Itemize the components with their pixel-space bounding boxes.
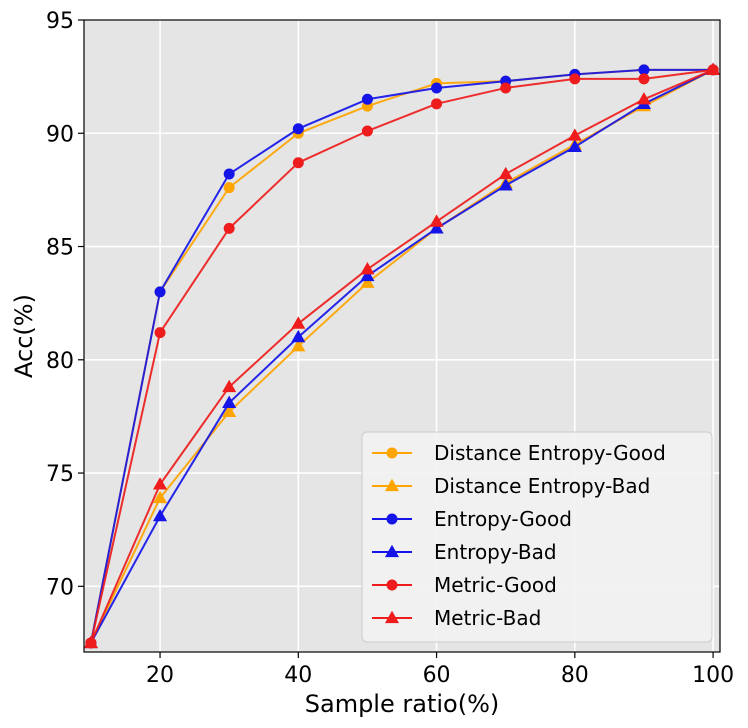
legend-entry: Distance Entropy-Bad — [372, 474, 650, 498]
legend-marker — [384, 610, 400, 624]
y-tick-label: 85 — [46, 236, 74, 261]
legend-marker — [384, 544, 400, 558]
data-point — [223, 182, 235, 194]
legend-marker — [386, 579, 398, 591]
data-point — [154, 327, 166, 339]
ticks: 20 40 60 80 100 70 75 80 85 90 95 — [46, 9, 734, 688]
legend-label: Entropy-Good — [434, 507, 572, 531]
series-layer — [83, 62, 721, 649]
data-point — [291, 338, 306, 352]
legend-marker — [386, 513, 398, 525]
y-tick-label: 75 — [46, 462, 74, 487]
legend-label: Metric-Bad — [434, 606, 541, 630]
x-tick-label: 60 — [423, 663, 451, 688]
data-point — [83, 635, 98, 649]
data-point — [638, 64, 650, 76]
data-point — [361, 93, 373, 105]
plot-frame — [83, 19, 721, 653]
data-point — [361, 125, 373, 137]
data-point — [567, 128, 582, 141]
data-point — [636, 92, 652, 105]
series-line — [89, 68, 714, 644]
data-point — [500, 82, 512, 94]
data-point — [498, 166, 513, 180]
data-point — [706, 62, 721, 75]
data-point — [223, 168, 235, 180]
data-point — [429, 214, 444, 227]
series-line — [90, 68, 714, 644]
legend-label: Distance Entropy-Good — [434, 441, 666, 465]
data-point — [638, 73, 650, 85]
x-tick-label: 20 — [146, 663, 174, 688]
data-point — [291, 316, 306, 329]
x-tick-label: 40 — [284, 663, 312, 688]
data-point — [429, 221, 444, 234]
x-tick-label: 100 — [692, 663, 734, 688]
data-point — [223, 222, 235, 234]
data-point — [222, 379, 237, 393]
data-point — [152, 508, 168, 522]
data-point — [431, 82, 443, 94]
series-line — [89, 68, 714, 644]
series-6 — [83, 62, 721, 649]
data-point — [154, 286, 166, 298]
y-tick-label: 70 — [46, 575, 74, 600]
series-line — [89, 68, 714, 644]
legend-label: Entropy-Bad — [434, 540, 557, 564]
data-point — [222, 395, 237, 408]
x-tick-label: 80 — [561, 663, 589, 688]
data-point — [152, 490, 168, 504]
y-axis-label: Acc(%) — [10, 294, 38, 378]
legend-box — [361, 431, 713, 643]
y-tick-label: 95 — [46, 9, 74, 34]
legend-entry: Metric-Bad — [372, 606, 541, 630]
legend: Distance Entropy-Good Distance Entropy-Ba… — [361, 431, 713, 643]
data-point — [291, 329, 306, 343]
legend-marker — [384, 478, 400, 492]
data-point — [152, 477, 168, 490]
legend-label: Metric-Good — [434, 573, 557, 597]
legend-entry: Metric-Good — [372, 573, 557, 597]
data-point — [498, 178, 513, 191]
legend-entry: Entropy-Bad — [372, 540, 557, 564]
legend-marker — [386, 447, 398, 459]
legend-entry: Distance Entropy-Good — [372, 441, 666, 465]
data-point — [222, 404, 237, 418]
y-tick-label: 90 — [46, 122, 74, 147]
data-point — [567, 139, 582, 153]
legend-entry: Entropy-Good — [372, 507, 572, 531]
data-point — [292, 123, 304, 135]
y-tick-label: 80 — [46, 349, 74, 374]
x-axis-label: Sample ratio(%) — [305, 690, 499, 718]
data-point — [360, 268, 375, 282]
legend-label: Distance Entropy-Bad — [434, 474, 650, 498]
data-point — [569, 73, 581, 85]
data-point — [360, 261, 375, 275]
data-point — [292, 157, 304, 169]
data-point — [360, 275, 375, 288]
data-point — [431, 98, 443, 110]
